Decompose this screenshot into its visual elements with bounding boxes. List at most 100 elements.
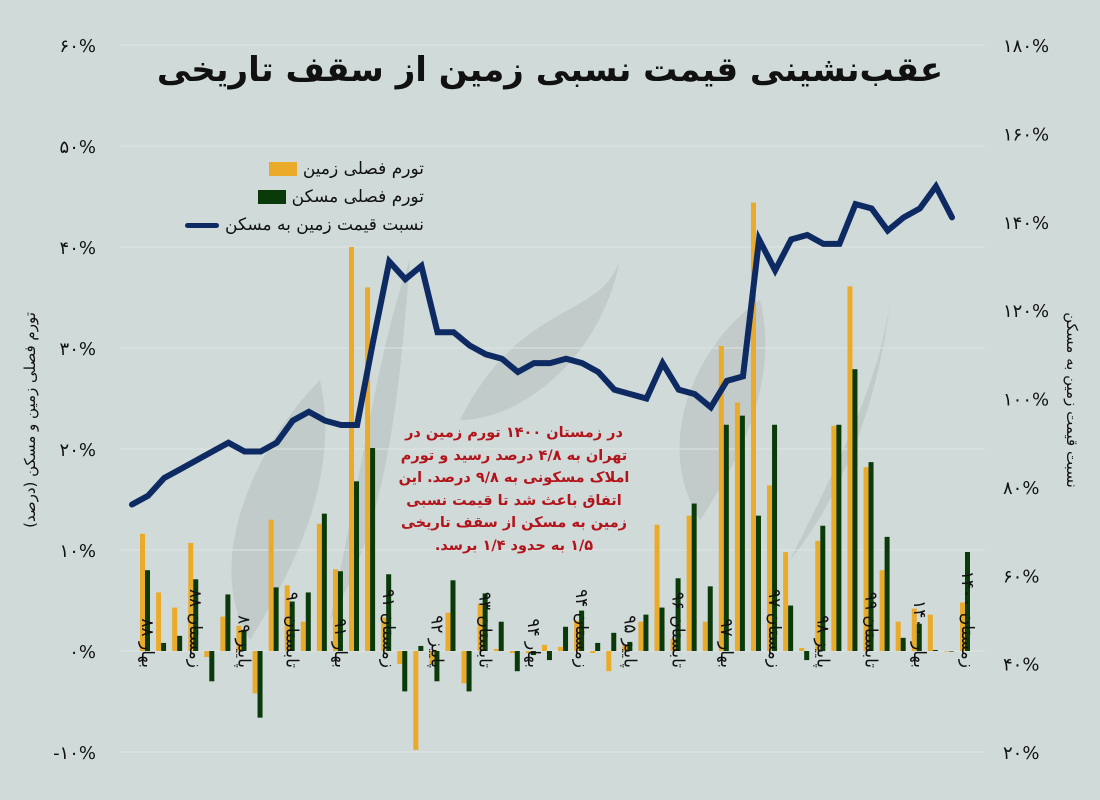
- land-bar: [349, 247, 355, 651]
- land-bar: [509, 651, 515, 654]
- land-bar: [799, 647, 805, 651]
- housing-bar: [418, 645, 424, 651]
- housing-bar: [965, 552, 970, 651]
- housing-bar: [852, 369, 858, 651]
- legend-label-land: تورم فصلی زمین: [302, 159, 424, 179]
- x-tick-label: بهار ۹۷: [716, 618, 736, 668]
- x-tick-label: تابستان ۹۳: [475, 592, 495, 669]
- land-bar: [895, 621, 901, 651]
- land-swatch-icon: [268, 162, 297, 176]
- ratio-line-series: [129, 180, 955, 508]
- right-tick-label: ۴۰%: [1003, 655, 1039, 676]
- land-bar: [750, 202, 756, 651]
- x-tick-label: پاییز ۹۵: [619, 615, 639, 668]
- right-tick-label: ۱۲۰%: [1003, 301, 1049, 322]
- land-bar: [863, 467, 869, 651]
- left-tick-label: ۰%: [69, 642, 96, 663]
- x-tick-label: بهار ۱۴۰۰: [909, 600, 929, 668]
- housing-bar: [643, 614, 649, 651]
- housing-bar: [755, 515, 761, 651]
- land-bar: [622, 644, 628, 651]
- x-tick-label: زمستان ۹۴: [571, 589, 591, 668]
- housing-bar: [514, 651, 520, 672]
- land-bar: [541, 644, 547, 651]
- right-axis-ticks: ۲۰% ۴۰% ۶۰% ۸۰% ۱۰۰% ۱۲۰% ۱۴۰% ۱۶۰% ۱۸۰%: [1003, 36, 1049, 764]
- x-tick-label: پاییز ۸۹: [233, 615, 253, 668]
- housing-bar: [788, 605, 794, 651]
- land-bar: [156, 592, 162, 651]
- x-tick-label: تابستان ۹۶: [668, 592, 688, 669]
- land-bar: [413, 651, 419, 750]
- land-bar: [172, 607, 178, 651]
- land-bar: [654, 524, 660, 651]
- housing-bar: [305, 592, 311, 651]
- right-tick-label: ۱۰۰%: [1003, 390, 1049, 411]
- housing-bar: [820, 525, 826, 651]
- housing-bar: [675, 578, 681, 651]
- land-bar: [590, 651, 596, 654]
- housing-bar: [948, 651, 954, 652]
- legend: تورم فصلی زمین تورم فصلی مسکن نسبت قیمت …: [185, 155, 424, 239]
- right-tick-label: ۶۰%: [1003, 566, 1039, 587]
- housing-bar: [868, 462, 874, 651]
- right-tick-label: ۲۰%: [1003, 743, 1039, 764]
- legend-item-land: تورم فصلی زمین: [185, 155, 424, 183]
- housing-bar: [546, 651, 552, 661]
- land-bar: [477, 603, 483, 651]
- land-bar: [284, 585, 290, 651]
- land-bar: [718, 345, 724, 651]
- land-bar: [429, 651, 435, 665]
- land-bar: [140, 533, 145, 651]
- housing-bar: [659, 607, 665, 651]
- land-bar: [943, 651, 949, 652]
- housing-bar: [739, 415, 745, 651]
- housing-bar: [289, 601, 295, 651]
- left-tick-label: ۴۰%: [60, 238, 96, 259]
- x-tick-label: بهار ۸۸: [137, 618, 157, 668]
- ratio-line-swatch-icon: [185, 222, 219, 228]
- land-bar: [767, 485, 773, 651]
- land-bar: [397, 651, 403, 665]
- left-axis-title: تورم فصلی زمین و مسکن (درصد): [21, 312, 39, 528]
- housing-bar: [161, 642, 167, 651]
- left-tick-label: ۳۰%: [60, 339, 96, 360]
- housing-bar: [723, 424, 729, 651]
- housing-bar: [370, 447, 376, 651]
- housing-bar: [884, 536, 890, 651]
- bar-series: [140, 202, 970, 750]
- housing-bar: [386, 574, 392, 651]
- x-axis-ticks: بهار ۸۸ زمستان ۸۸ پاییز ۸۹ تابستان ۹۰ بهار ۹…: [137, 571, 977, 668]
- land-bar: [960, 602, 965, 651]
- left-axis-ticks: -۱۰% ۰% ۱۰% ۲۰% ۳۰% ۴۰% ۵۰% ۶۰%: [53, 36, 96, 764]
- housing-bar: [804, 651, 810, 661]
- land-bar: [236, 625, 242, 651]
- land-bar: [493, 648, 499, 651]
- land-bar: [927, 614, 933, 651]
- left-tick-label: -۱۰%: [53, 743, 96, 764]
- housing-bar: [916, 623, 922, 651]
- housing-bar: [354, 481, 360, 651]
- housing-bar: [627, 641, 633, 651]
- land-bar: [734, 402, 740, 651]
- legend-label-ratio: نسبت قیمت زمین به مسکن: [225, 215, 424, 235]
- land-bar: [461, 651, 467, 684]
- land-bar: [815, 540, 821, 651]
- housing-bar: [434, 651, 440, 682]
- land-bar: [220, 616, 226, 651]
- left-tick-label: ۱۰%: [60, 541, 96, 562]
- land-bar: [332, 569, 338, 651]
- housing-bar: [193, 579, 199, 651]
- housing-bar: [177, 635, 183, 651]
- housing-bar: [707, 586, 713, 651]
- land-bar: [558, 646, 564, 651]
- housing-bar: [611, 632, 617, 651]
- chart-title: عقب‌نشینی قیمت نسبی زمین از سقف تاریخی: [156, 50, 944, 90]
- x-tick-label: تابستان ۹۰: [282, 592, 302, 669]
- land-bar: [879, 570, 885, 651]
- land-bar: [381, 617, 387, 651]
- housing-bar: [772, 424, 778, 651]
- x-tick-label: زمستان ۱۴۰۰: [957, 571, 977, 668]
- housing-bar: [241, 629, 247, 651]
- housing-bar: [209, 651, 215, 682]
